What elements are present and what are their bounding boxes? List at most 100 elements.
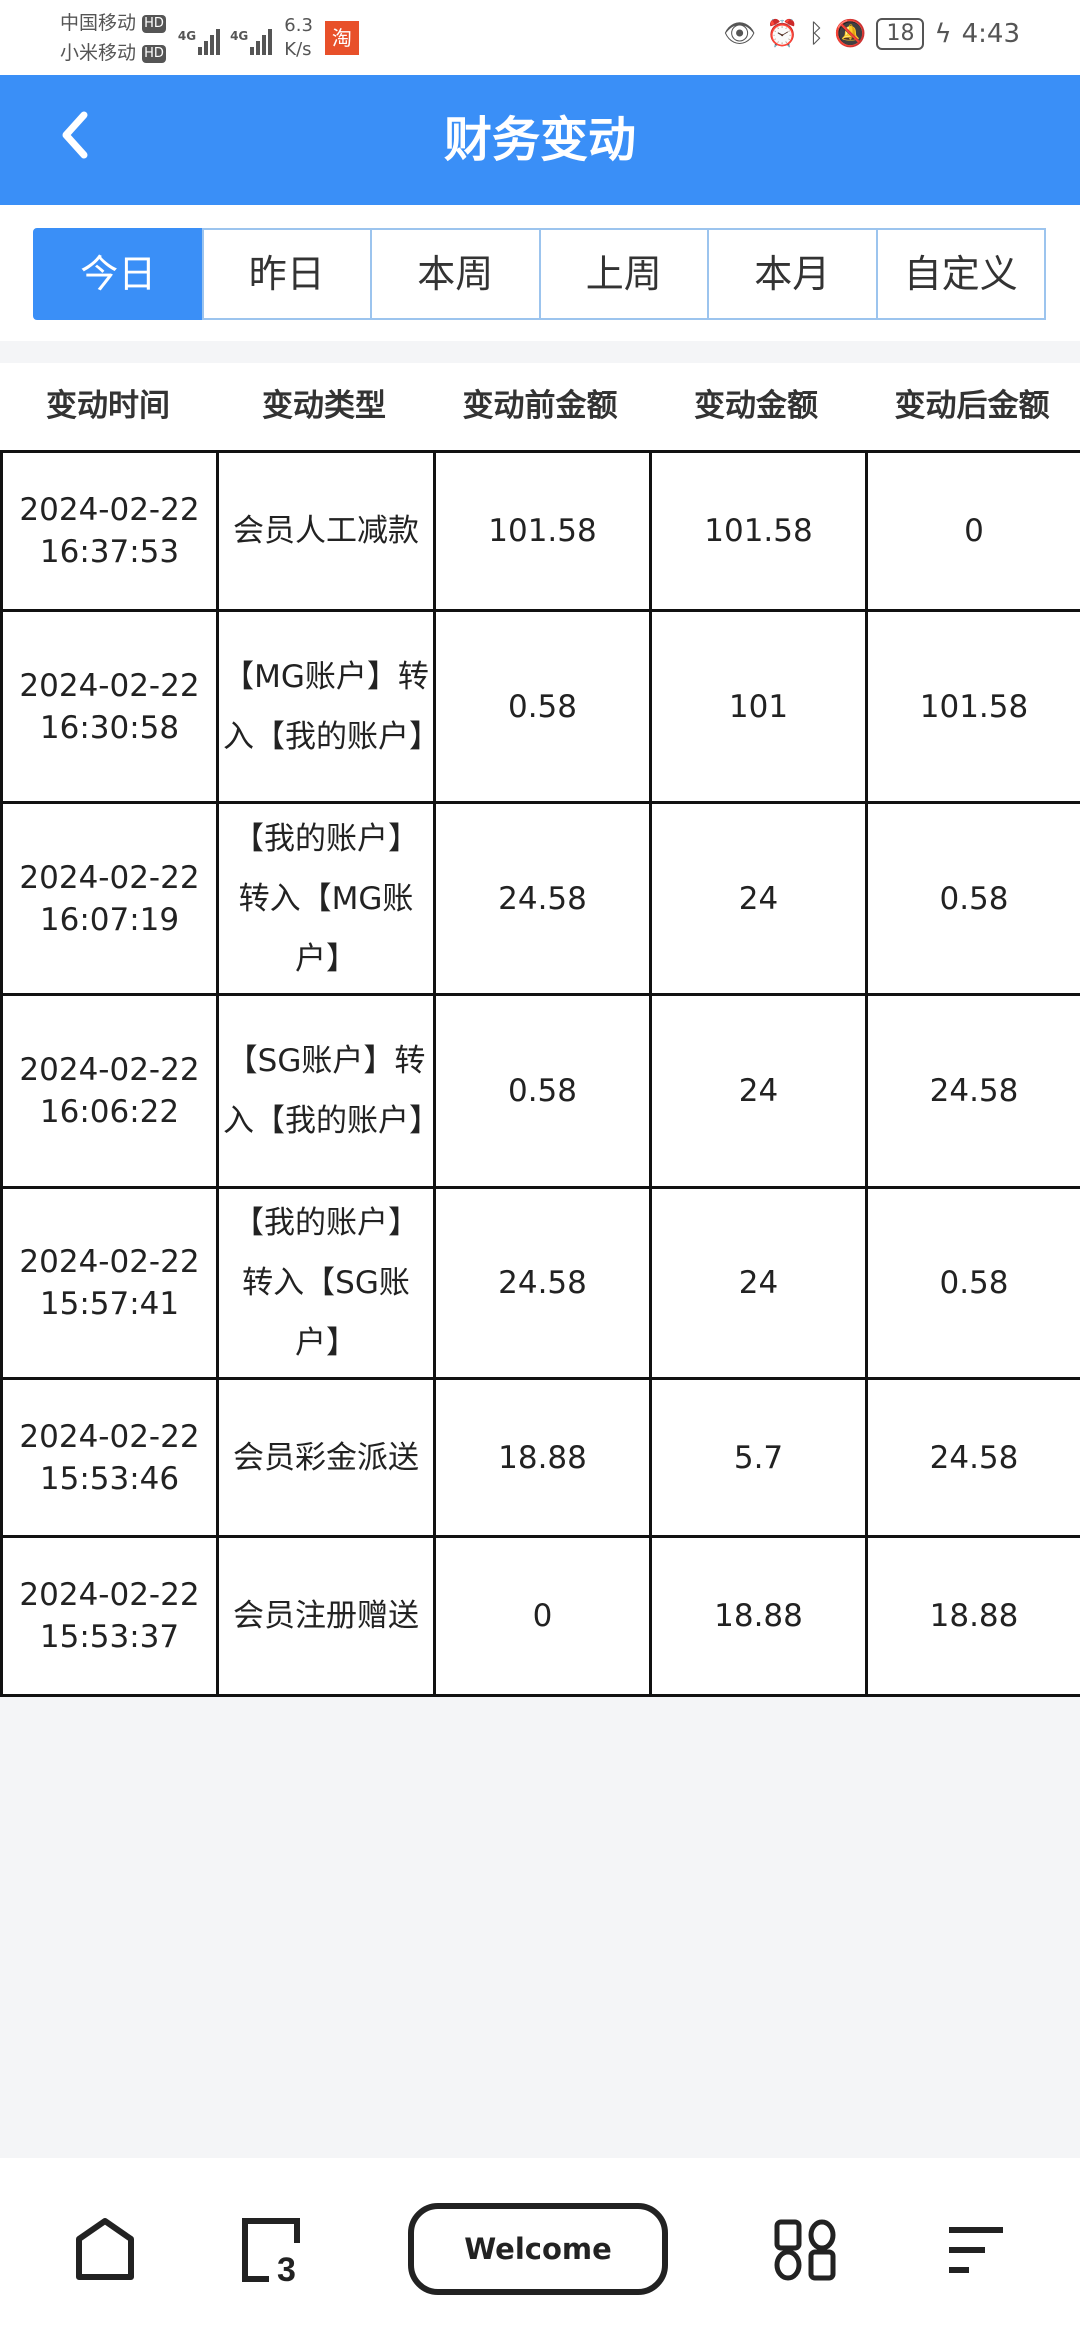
cell-after: 24.58 [865, 993, 1080, 1189]
cell-time: 2024-02-22 16:06:22 [0, 993, 219, 1189]
table-row: 2024-02-22 16:30:58 【MG账户】转入【我的账户】 0.58 101 1… [0, 609, 1080, 804]
cell-amount: 5.7 [649, 1377, 868, 1538]
date-filter-bar: 今日 昨日 本周 上周 本月 自定义 [0, 205, 1080, 341]
chevron-left-icon [62, 111, 88, 159]
column-header: 变动金额 [694, 388, 818, 424]
cell-amount: 101.58 [649, 450, 868, 612]
signal-icon: 4G 4G [177, 21, 273, 55]
table-header: 变动时间 变动类型 变动前金额 变动金额 变动后金额 [0, 363, 1080, 450]
cell-time: 2024-02-22 15:53:46 [0, 1377, 219, 1538]
cell-after: 18.88 [865, 1535, 1080, 1697]
time-time: 16:30:58 [39, 709, 180, 746]
cell-time: 2024-02-22 16:07:19 [0, 801, 219, 996]
cell-before: 18.88 [433, 1377, 652, 1538]
cell-after: 24.58 [865, 1377, 1080, 1538]
tab-3[interactable]: 上周 [538, 228, 709, 320]
hd-badge: HD [142, 14, 166, 33]
bottom-nav: 3 Welcome [0, 2158, 1080, 2340]
time-date: 2024-02-22 [19, 1418, 200, 1455]
table-row: 2024-02-22 15:53:37 会员注册赠送 0 18.88 18.88 [0, 1535, 1080, 1697]
time-time: 15:53:46 [39, 1460, 180, 1497]
hd-badge: HD [142, 44, 166, 63]
time-time: 16:06:22 [39, 1094, 180, 1130]
menu-button[interactable] [940, 2210, 1010, 2290]
time-date: 2024-02-22 [19, 492, 200, 528]
cell-type: 【我的账户】转入【SG账户】 [216, 1186, 436, 1380]
bluetooth-icon: ᛒ [808, 19, 825, 49]
network-speed: 6.3 K/s [284, 15, 313, 60]
cell-time: 2024-02-22 15:57:41 [0, 1186, 219, 1380]
cell-type: 会员彩金派送 [216, 1377, 436, 1538]
time-date: 2024-02-22 [19, 1052, 200, 1088]
tab-0[interactable]: 今日 [33, 228, 204, 320]
time-date: 2024-02-22 [19, 667, 200, 704]
cell-time: 2024-02-22 16:30:58 [0, 609, 219, 804]
app-header: 财务变动 [0, 75, 1080, 205]
cell-amount: 18.88 [649, 1535, 868, 1697]
cell-before: 24.58 [433, 801, 652, 996]
cell-type: 【SG账户】转入【我的账户】 [216, 993, 440, 1189]
network-type: 4G [230, 29, 249, 43]
cell-after: 0 [865, 450, 1080, 612]
tabs-button[interactable]: 3 [236, 2210, 306, 2290]
battery-icon: 18 [876, 18, 925, 50]
tab-5[interactable]: 自定义 [875, 228, 1046, 320]
table-row: 2024-02-22 15:53:46 会员彩金派送 18.88 5.7 24.58 [0, 1377, 1080, 1538]
table-row: 2024-02-22 16:06:22 【SG账户】转入【我的账户】 0.58 24 24… [0, 993, 1080, 1189]
cell-amount: 24 [649, 993, 868, 1189]
carriers: 中国移动 HD 小米移动 HD [60, 8, 166, 68]
finance-table: 变动时间 变动类型 变动前金额 变动金额 变动后金额 2024-02-22 16:37:5… [0, 363, 1080, 1697]
table-row: 2024-02-22 16:37:53 会员人工减款 101.58 101.58 0 [0, 450, 1080, 612]
carrier-1: 中国移动 [60, 12, 137, 34]
cell-type: 会员人工减款 [216, 450, 436, 612]
cell-type: 【我的账户】转入【MG账户】 [216, 801, 436, 996]
tab-4[interactable]: 本月 [707, 228, 878, 320]
status-bar: 中国移动 HD 小米移动 HD 4G 4G 6.3 K/s 淘 👁 ⏰ ᛒ 🔕 1… [0, 0, 1080, 75]
tabs-icon: 3 [242, 2218, 300, 2283]
home-button[interactable] [70, 2210, 140, 2290]
cell-after: 101.58 [865, 609, 1080, 804]
cell-amount: 24 [649, 801, 868, 996]
apps-icon [774, 2219, 836, 2281]
menu-icon [949, 2227, 1003, 2273]
column-header: 变动后金额 [894, 388, 1050, 424]
cell-amount: 24 [649, 1186, 868, 1380]
cell-before: 24.58 [433, 1186, 652, 1380]
column-header: 变动类型 [262, 388, 386, 424]
alarm-icon: ⏰ [766, 19, 799, 49]
time-date: 2024-02-22 [19, 1577, 200, 1613]
back-button[interactable] [44, 105, 104, 175]
apps-button[interactable] [770, 2210, 840, 2290]
page-title: 财务变动 [443, 112, 636, 168]
time-date: 2024-02-22 [19, 859, 200, 896]
column-header: 变动前金额 [462, 388, 618, 424]
tab-1[interactable]: 昨日 [201, 228, 372, 320]
taobao-app-icon: 淘 [324, 21, 359, 55]
welcome-button[interactable]: Welcome [408, 2203, 668, 2295]
cell-type: 【MG账户】转入【我的账户】 [216, 609, 440, 804]
cell-amount: 101 [649, 609, 868, 804]
charging-icon: ϟ [934, 19, 952, 49]
home-icon [76, 2218, 134, 2280]
eye-icon: 👁 [723, 19, 757, 49]
cell-before: 101.58 [433, 450, 652, 612]
cell-before: 0.58 [433, 993, 652, 1189]
network-type: 4G [177, 29, 197, 43]
svg-text:3: 3 [277, 2251, 296, 2283]
column-header: 变动时间 [46, 388, 170, 424]
cell-type: 会员注册赠送 [216, 1535, 436, 1697]
cell-time: 2024-02-22 15:53:37 [0, 1535, 219, 1697]
table-row: 2024-02-22 15:57:41 【我的账户】转入【SG账户】 24.58 24 0… [0, 1186, 1080, 1380]
clock: 4:43 [961, 19, 1020, 49]
cell-after: 0.58 [865, 1186, 1080, 1380]
cell-after: 0.58 [865, 801, 1080, 996]
time-time: 15:57:41 [39, 1286, 180, 1322]
table-row: 2024-02-22 16:07:19 【我的账户】转入【MG账户】 24.58 24 0… [0, 801, 1080, 996]
cell-before: 0 [433, 1535, 652, 1697]
tab-2[interactable]: 本周 [370, 228, 541, 320]
carrier-2: 小米移动 [60, 42, 137, 64]
time-time: 15:53:37 [39, 1619, 180, 1655]
bell-off-icon: 🔕 [834, 19, 867, 49]
cell-before: 0.58 [433, 609, 652, 804]
time-time: 16:07:19 [39, 901, 180, 938]
